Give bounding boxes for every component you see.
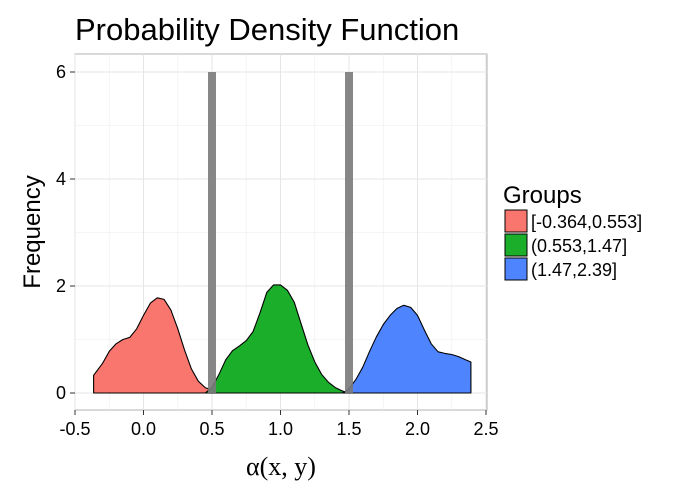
density-areas — [93, 284, 472, 394]
y-tick-label: 6 — [56, 62, 66, 82]
legend: Groups [-0.364,0.553] (0.553,1.47] (1.47,2… — [503, 182, 642, 281]
legend-swatch — [504, 233, 528, 257]
y-tick-label: 4 — [56, 169, 66, 189]
chart-title: Probability Density Function — [75, 12, 459, 47]
x-axis: -0.5 0.0 0.5 1.0 1.5 2.0 2.5 — [59, 410, 499, 439]
y-axis-title: Frequency — [19, 175, 46, 288]
legend-label: (1.47,2.39] — [531, 260, 617, 280]
x-tick-label: 1.0 — [268, 419, 293, 439]
legend-swatch — [504, 257, 528, 281]
legend-label: [-0.364,0.553] — [531, 212, 642, 232]
x-tick-label: 2.5 — [473, 419, 498, 439]
legend-title: Groups — [503, 182, 582, 209]
x-axis-title: α(x, y) — [246, 452, 316, 481]
legend-label: (0.553,1.47] — [531, 236, 627, 256]
x-tick-label: -0.5 — [59, 419, 90, 439]
x-tick-label: 1.5 — [336, 419, 361, 439]
y-axis: 0 2 4 6 — [56, 62, 75, 403]
y-tick-label: 2 — [56, 276, 66, 296]
x-tick-label: 0.5 — [199, 419, 224, 439]
density-area-2 — [204, 284, 346, 394]
y-tick-label: 0 — [56, 383, 66, 403]
threshold-lines — [208, 72, 353, 393]
x-tick-label: 2.0 — [405, 419, 430, 439]
x-tick-label: 0.0 — [131, 419, 156, 439]
legend-swatch — [504, 209, 528, 233]
density-area-3 — [341, 304, 472, 394]
